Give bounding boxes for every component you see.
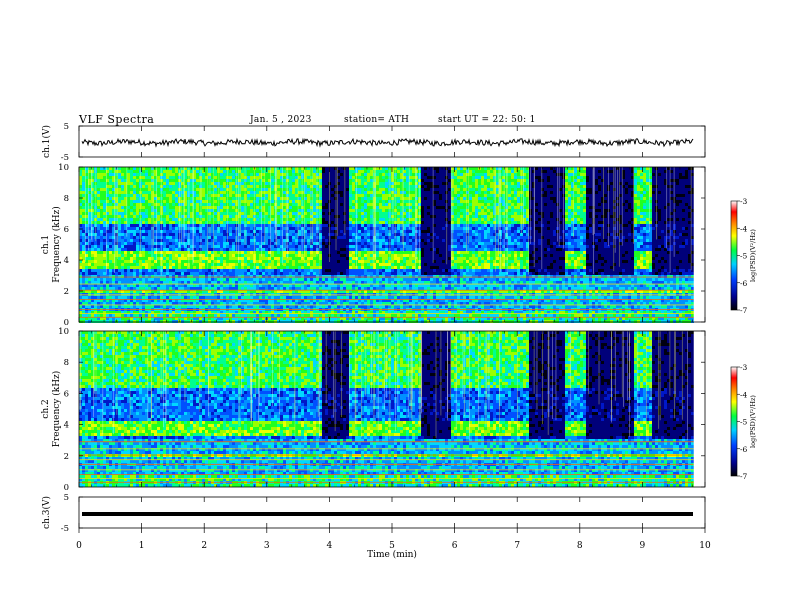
x-tick-label: 3 bbox=[264, 541, 270, 551]
colorbar-tick-label: -6 bbox=[740, 445, 748, 454]
y-tick-label: 2 bbox=[64, 452, 69, 462]
ch1-spectrogram-panel: 0 2 4 6 8 10 ch.1Frequency (kHz) bbox=[41, 163, 706, 328]
spectrogram-cells bbox=[79, 167, 694, 323]
x-tick-label: 5 bbox=[389, 541, 395, 551]
x-tick-label: 6 bbox=[452, 541, 458, 551]
start-time-label: start UT = 22: 50: 1 bbox=[438, 115, 536, 125]
y-tick-label: 6 bbox=[64, 225, 69, 235]
x-tick-label: 10 bbox=[699, 541, 711, 551]
y-tick-label: -5 bbox=[61, 153, 69, 163]
no-data-region bbox=[693, 167, 705, 322]
colorbar-tick-label: -4 bbox=[740, 390, 748, 399]
colorbar-tick-label: -5 bbox=[740, 418, 748, 427]
no-data-region bbox=[693, 331, 705, 487]
y-tick-label: 8 bbox=[64, 358, 69, 368]
ch1-signal-trace bbox=[81, 137, 694, 148]
colorbar-tick-label: -3 bbox=[740, 363, 748, 372]
y-tick-label: 5 bbox=[64, 122, 69, 132]
y-tick-label: 4 bbox=[64, 256, 69, 266]
x-axis-label: Time (min) bbox=[367, 549, 417, 560]
date-label: Jan. 5 , 2023 bbox=[250, 115, 312, 125]
ch2-colorbar: -3 -4 -5 -6 -7 log(PSD)(V²/Hz) bbox=[730, 363, 757, 481]
x-tick-label: 1 bbox=[139, 541, 145, 551]
colorbar-tick-label: -4 bbox=[740, 224, 748, 233]
colorbar-label: log(PSD)(V²/Hz) bbox=[749, 229, 757, 282]
y-tick-label: 4 bbox=[64, 421, 69, 431]
ch1-waveform-panel: 5 -5 ch.1(V) bbox=[41, 122, 706, 163]
y-tick-label: 10 bbox=[58, 163, 69, 173]
colorbar-label: log(PSD)(V²/Hz) bbox=[749, 395, 757, 448]
y-axis-label: ch.1Frequency (kHz) bbox=[41, 206, 62, 283]
colorbar-tick-label: -5 bbox=[740, 252, 748, 261]
colorbar-tick-label: -3 bbox=[740, 197, 748, 206]
y-tick-label: 5 bbox=[64, 493, 69, 503]
y-axis-label: ch.3(V) bbox=[41, 496, 52, 529]
y-tick-label: 6 bbox=[64, 389, 69, 399]
x-tick-label: 4 bbox=[327, 541, 333, 551]
time-axis: 0 1 2 3 4 5 6 7 8 9 10 Time (min) bbox=[76, 528, 711, 560]
colorbar-tick-label: -6 bbox=[740, 279, 748, 288]
y-tick-label: 10 bbox=[58, 327, 69, 337]
x-tick-label: 0 bbox=[76, 541, 82, 551]
x-tick-label: 2 bbox=[201, 541, 207, 551]
colorbar-scale bbox=[730, 200, 738, 311]
colorbar-scale bbox=[730, 366, 738, 477]
y-tick-label: 8 bbox=[64, 194, 69, 204]
station-label: station= ATH bbox=[344, 115, 409, 125]
ch3-waveform-panel: 5 -5 ch.3(V) bbox=[41, 493, 706, 534]
x-tick-label: 8 bbox=[577, 541, 583, 551]
ch1-colorbar: -3 -4 -5 -6 -7 log(PSD)(V²/Hz) bbox=[730, 197, 757, 315]
colorbar-tick-label: -7 bbox=[740, 306, 748, 315]
chart-title: VLF Spectra bbox=[79, 113, 154, 126]
x-tick-label: 9 bbox=[640, 541, 646, 551]
y-tick-label: 0 bbox=[64, 318, 69, 328]
x-tick-label: 7 bbox=[514, 541, 520, 551]
y-tick-label: -5 bbox=[61, 524, 69, 534]
colorbar-tick-label: -7 bbox=[740, 472, 748, 481]
ch2-spectrogram-panel: 0 2 4 6 8 10 ch.2Frequency (kHz) bbox=[41, 327, 706, 493]
y-tick-label: 0 bbox=[64, 483, 69, 493]
y-tick-label: 2 bbox=[64, 287, 69, 297]
spectrogram-cells bbox=[79, 331, 694, 487]
y-axis-label: ch.2Frequency (kHz) bbox=[41, 371, 62, 448]
y-axis-label: ch.1(V) bbox=[41, 125, 52, 158]
